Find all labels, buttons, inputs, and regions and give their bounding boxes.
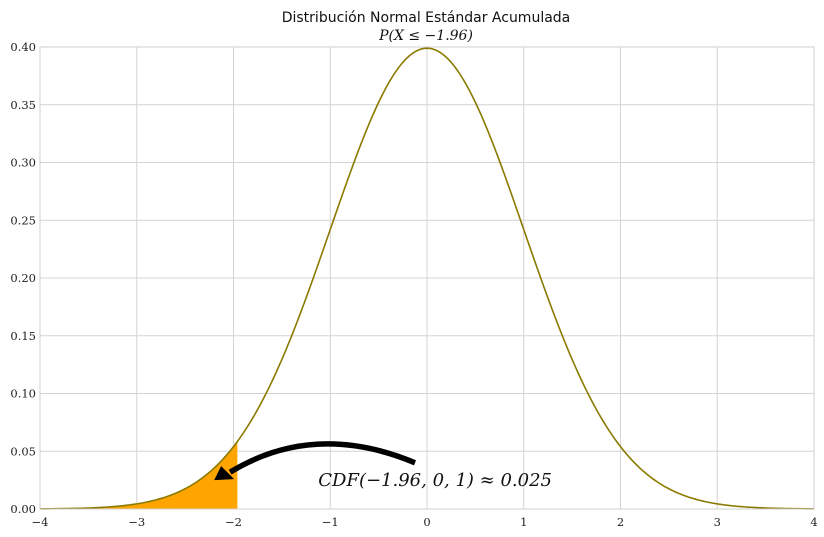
y-tick-label: 0.40 — [10, 40, 36, 54]
x-tick-label: 3 — [714, 515, 721, 529]
x-tick-label: −4 — [32, 515, 49, 529]
y-tick-label: 0.15 — [10, 329, 36, 343]
x-tick-label: −1 — [322, 515, 339, 529]
x-tick-label: −3 — [128, 515, 145, 529]
y-tick-label: 0.00 — [10, 502, 36, 516]
y-axis-ticks: 0.00 0.05 0.10 0.15 0.20 0.25 0.30 0.35 0.40 — [10, 40, 36, 516]
x-tick-label: 1 — [520, 515, 527, 529]
annotation-text: CDF(−1.96, 0, 1) ≈ 0.025 — [318, 470, 552, 491]
y-tick-label: 0.20 — [10, 271, 36, 285]
y-tick-label: 0.25 — [10, 213, 36, 227]
series-line — [39, 47, 815, 510]
x-tick-label: −2 — [225, 515, 242, 529]
chart-subtitle: P(X ≤ −1.96) — [378, 28, 473, 44]
grid — [39, 46, 815, 510]
x-tick-label: 0 — [423, 515, 430, 529]
annotation-group: CDF(−1.96, 0, 1) ≈ 0.025 — [214, 441, 552, 491]
x-tick-label: 2 — [617, 515, 624, 529]
annotation-arrow-shaft — [228, 441, 417, 475]
y-tick-label: 0.30 — [10, 156, 36, 170]
axes — [39, 46, 815, 510]
x-axis-ticks: −4 −3 −2 −1 0 1 2 3 4 — [32, 515, 818, 529]
y-tick-label: 0.35 — [10, 98, 36, 112]
y-tick-label: 0.05 — [10, 444, 36, 458]
y-tick-label: 0.10 — [10, 387, 36, 401]
series-group — [39, 47, 815, 510]
annotation-arrow-head — [214, 466, 235, 481]
shaded-area-group — [40, 441, 238, 509]
plot-frame — [39, 46, 815, 510]
shaded-area — [40, 441, 238, 509]
chart-title: Distribución Normal Estándar Acumulada — [282, 10, 571, 26]
x-tick-label: 4 — [810, 515, 817, 529]
